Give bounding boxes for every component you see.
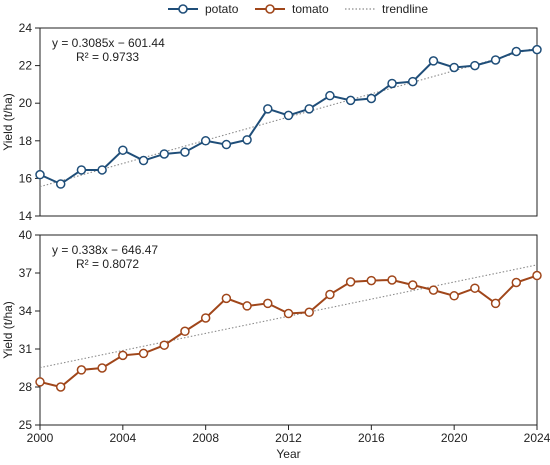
- legend-label: tomato: [292, 2, 329, 16]
- y-tick-label: 34: [19, 304, 33, 318]
- data-point-tomato: [221, 293, 232, 304]
- x-tick-label: 2016: [358, 431, 385, 445]
- data-point-potato: [366, 93, 377, 104]
- data-point-tomato: [449, 291, 459, 301]
- y-tick-label: 37: [19, 266, 33, 280]
- y-tick-label: 16: [19, 171, 33, 185]
- data-point-tomato: [242, 301, 252, 311]
- y-tick-label: 20: [19, 96, 33, 110]
- data-point-potato: [283, 110, 294, 121]
- data-point-potato: [118, 145, 128, 155]
- y-tick-label: 18: [19, 134, 33, 148]
- data-point-potato: [490, 55, 501, 65]
- y-tick-label: 14: [19, 209, 33, 223]
- legend-label: potato: [205, 2, 239, 16]
- data-point-potato: [387, 78, 397, 89]
- y-axis-label: Yield (t/ha): [1, 301, 15, 359]
- series-line-tomato: [39, 274, 538, 389]
- data-point-tomato: [283, 308, 294, 319]
- plot-frame: [39, 27, 538, 217]
- data-point-potato: [470, 60, 480, 71]
- data-point-potato: [35, 169, 45, 180]
- x-tick-label: 2024: [524, 431, 550, 445]
- panel-1: 14 16 18 20 22 24 Yield (t/ha) y = 0.3085x − 60…: [1, 21, 542, 223]
- data-point-tomato: [532, 270, 542, 281]
- x-tick-label: 2020: [441, 431, 468, 445]
- data-point-tomato: [35, 377, 45, 387]
- data-point-tomato: [304, 307, 314, 318]
- data-point-tomato: [138, 348, 149, 359]
- data-point-potato: [97, 165, 107, 175]
- data-point-potato: [325, 90, 335, 101]
- data-point-potato: [428, 56, 439, 66]
- r-squared-label: R² = 0.9733: [76, 50, 139, 64]
- data-point-potato: [221, 139, 232, 150]
- data-point-tomato: [428, 285, 439, 295]
- data-point-tomato: [200, 313, 211, 323]
- data-point-tomato: [511, 277, 522, 288]
- legend-swatch-marker: [178, 4, 188, 14]
- x-axis-label: Year: [276, 447, 300, 460]
- legend-swatch-marker: [265, 4, 275, 14]
- data-point-potato: [76, 165, 87, 175]
- legend-item-trendline: trendline: [345, 2, 428, 16]
- panel-2: 25 28 31 34 37 40 Yield (t/ha) 2000 2004 2008 2012…: [1, 228, 550, 461]
- x-tick-label: 2012: [275, 431, 302, 445]
- data-point-tomato: [76, 365, 87, 375]
- data-point-tomato: [180, 326, 190, 337]
- equation-label: y = 0.3085x − 601.44: [52, 36, 165, 50]
- data-point-potato: [180, 147, 190, 157]
- y-tick-label: 31: [19, 342, 33, 356]
- data-point-potato: [449, 62, 459, 73]
- data-point-potato: [159, 149, 169, 159]
- y-tick-label: 22: [19, 59, 33, 73]
- data-point-potato: [511, 46, 522, 57]
- x-tick-label: 2004: [109, 431, 136, 445]
- data-point-potato: [345, 95, 356, 106]
- data-point-potato: [242, 135, 252, 145]
- data-point-potato: [532, 44, 542, 55]
- x-tick-label: 2000: [27, 431, 54, 445]
- data-point-potato: [263, 104, 273, 114]
- data-point-tomato: [408, 280, 418, 290]
- data-point-tomato: [366, 275, 377, 286]
- x-tick-label: 2008: [192, 431, 219, 445]
- y-tick-label: 25: [19, 418, 33, 432]
- legend: potato tomato trendline: [168, 2, 428, 16]
- legend-item-potato: potato: [168, 2, 239, 16]
- trendline: [39, 264, 538, 369]
- y-tick-label: 24: [19, 21, 33, 35]
- equation-label: y = 0.338x − 646.47: [52, 243, 158, 257]
- data-point-tomato: [55, 382, 66, 392]
- data-point-potato: [304, 104, 314, 114]
- r-squared-label: R² = 0.8072: [76, 257, 139, 271]
- data-point-tomato: [159, 340, 169, 350]
- data-point-tomato: [470, 283, 480, 293]
- y-tick-label: 40: [19, 228, 33, 242]
- legend-label: trendline: [382, 2, 428, 16]
- y-axis-label: Yield (t/ha): [1, 93, 15, 151]
- data-point-tomato: [325, 289, 335, 300]
- data-point-potato: [138, 155, 149, 166]
- y-tick-label: 28: [19, 380, 33, 394]
- data-point-tomato: [490, 298, 501, 309]
- data-point-tomato: [118, 350, 128, 361]
- legend-item-tomato: tomato: [255, 2, 329, 16]
- data-point-tomato: [345, 277, 356, 287]
- data-point-potato: [408, 76, 418, 87]
- data-point-tomato: [97, 363, 107, 373]
- data-point-potato: [200, 136, 211, 146]
- data-point-tomato: [263, 298, 273, 309]
- data-point-tomato: [387, 275, 397, 285]
- data-point-potato: [55, 179, 66, 189]
